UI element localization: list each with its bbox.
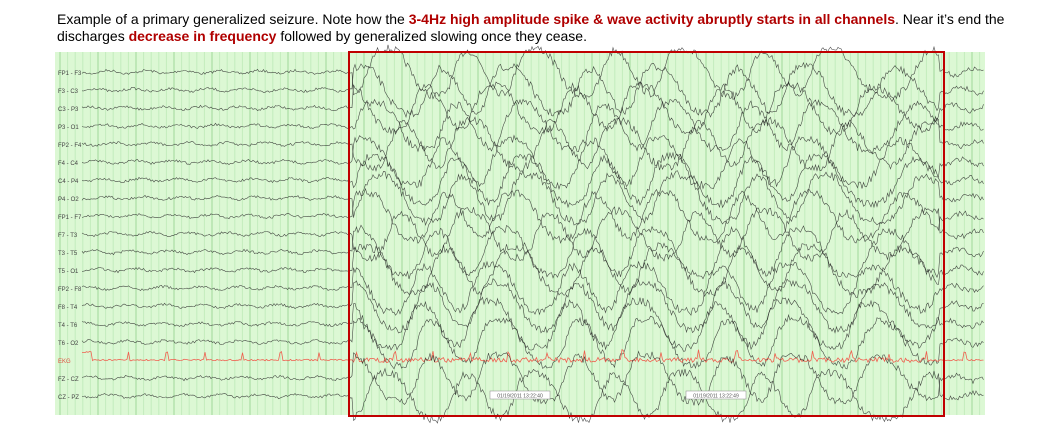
eeg-trace bbox=[81, 170, 984, 227]
caption-highlight: 3-4Hz high amplitude spike & wave activi… bbox=[408, 11, 895, 27]
eeg-trace bbox=[81, 116, 984, 172]
eeg-trace bbox=[81, 187, 984, 244]
seizure-box bbox=[348, 51, 945, 417]
labels: FP1 - F3 F3 - C3 C3 - P3 P3 - O1 FP2 - F4 F4 … bbox=[58, 71, 747, 401]
channel-label: FP2 - F8 bbox=[58, 287, 82, 293]
timestamp: 01/19/2011 13:22:40 bbox=[497, 394, 543, 400]
eeg-trace bbox=[81, 224, 984, 280]
timestamp-box bbox=[489, 390, 551, 400]
eeg-trace bbox=[81, 367, 984, 424]
channel-label: FP2 - F4 bbox=[58, 143, 82, 149]
channel-label: P4 - O2 bbox=[58, 197, 79, 203]
caption-text: Example of a primary generalized seizure… bbox=[57, 11, 409, 27]
channel-label: T4 - T6 bbox=[58, 323, 78, 329]
caption: Example of a primary generalized seizure… bbox=[57, 11, 1007, 45]
channel-label: C3 - P3 bbox=[58, 107, 79, 113]
eeg-trace bbox=[81, 278, 984, 334]
channel-label: P3 - O1 bbox=[58, 125, 79, 131]
channel-label: CZ - PZ bbox=[58, 395, 79, 401]
caption-text: . Near it’s end the discharges bbox=[57, 11, 1005, 44]
eeg-trace bbox=[81, 313, 984, 370]
eeg-trace bbox=[81, 134, 984, 191]
channel-label: FP1 - F3 bbox=[58, 71, 82, 77]
channel-label: T6 - O2 bbox=[58, 341, 79, 347]
timestamp-box bbox=[685, 390, 747, 400]
channel-label: FP1 - F7 bbox=[58, 215, 82, 221]
timestamp: 01/19/2011 13:22:49 bbox=[693, 394, 739, 400]
eeg-trace bbox=[81, 151, 984, 209]
eeg-trace bbox=[81, 98, 984, 154]
eeg-trace bbox=[81, 206, 984, 262]
eeg-background bbox=[55, 52, 985, 415]
eeg-trace bbox=[81, 61, 984, 119]
caption-text: followed by generalized slowing once the… bbox=[276, 28, 587, 44]
channel-label: F4 - C4 bbox=[58, 161, 79, 167]
eeg-trace bbox=[81, 260, 984, 316]
channel-label: F8 - T4 bbox=[58, 305, 78, 311]
eeg-trace bbox=[82, 348, 984, 364]
channel-label: EKG bbox=[58, 359, 71, 365]
channel-label: F3 - C3 bbox=[58, 89, 79, 95]
channel-label: T5 - O1 bbox=[58, 269, 79, 275]
eeg-trace bbox=[81, 296, 984, 352]
caption-highlight: decrease in frequency bbox=[128, 28, 277, 44]
channel-label: FZ - CZ bbox=[58, 377, 79, 383]
channel-label: F7 - T3 bbox=[58, 233, 78, 239]
channel-label: C4 - P4 bbox=[58, 179, 79, 185]
eeg-trace bbox=[81, 242, 984, 298]
eeg-trace bbox=[81, 44, 984, 100]
eeg-trace bbox=[81, 81, 984, 136]
channel-label: T3 - T5 bbox=[58, 251, 78, 257]
